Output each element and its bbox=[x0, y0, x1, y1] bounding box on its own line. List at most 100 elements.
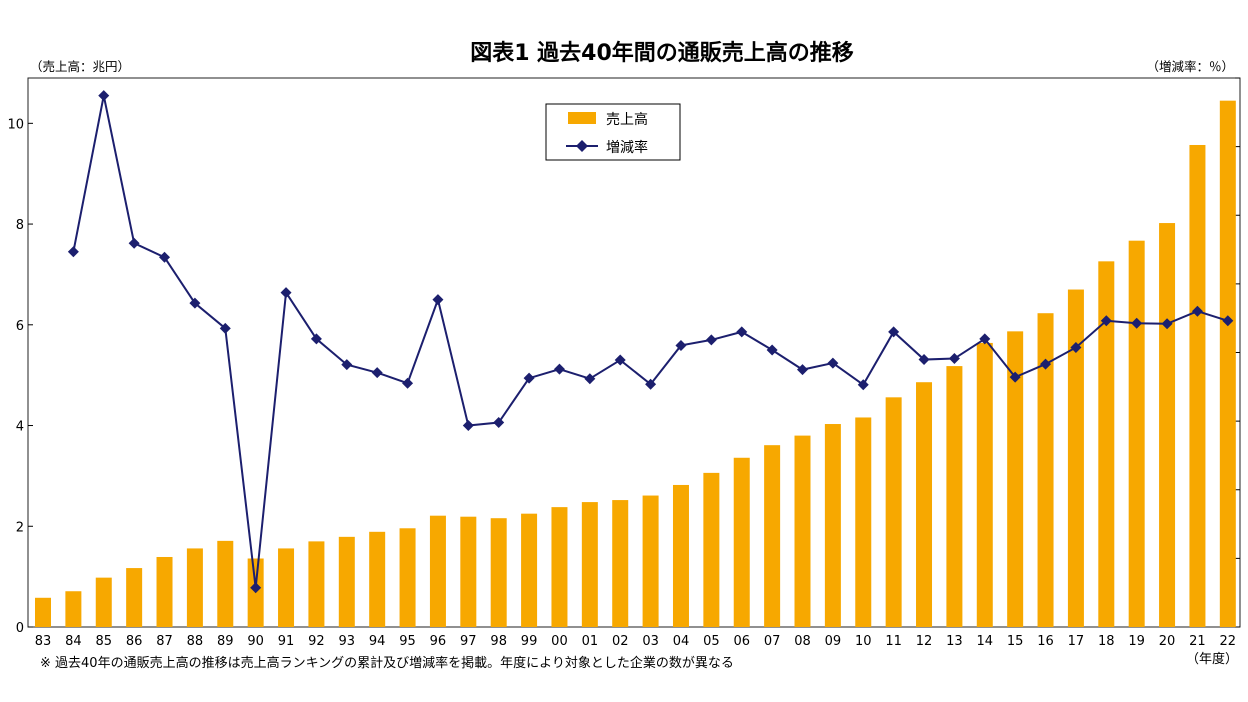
bar bbox=[490, 518, 507, 627]
left-axis-unit: （売上高：兆円） bbox=[30, 59, 130, 74]
x-axis-tick-label: 03 bbox=[642, 634, 659, 649]
growth-point bbox=[918, 354, 930, 366]
x-axis-tick-label: 07 bbox=[764, 634, 781, 649]
x-axis-tick-label: 88 bbox=[187, 634, 204, 649]
x-axis-tick-label: 04 bbox=[673, 634, 690, 649]
bar bbox=[126, 568, 143, 627]
growth-point bbox=[766, 344, 778, 356]
bar bbox=[1189, 144, 1206, 627]
line-series bbox=[67, 90, 1234, 594]
right-axis-unit: （増減率：％） bbox=[1146, 59, 1234, 74]
growth-point bbox=[675, 339, 687, 351]
bar bbox=[672, 484, 689, 627]
left-axis-tick-label: 0 bbox=[16, 621, 24, 636]
growth-point bbox=[67, 246, 79, 258]
x-axis-tick-label: 02 bbox=[612, 634, 629, 649]
bar bbox=[1098, 261, 1115, 627]
x-axis-tick-label: 21 bbox=[1189, 634, 1206, 649]
growth-point bbox=[645, 378, 657, 390]
growth-point bbox=[553, 363, 565, 375]
growth-point bbox=[1131, 317, 1143, 329]
x-axis-tick-label: 90 bbox=[247, 634, 264, 649]
left-axis-tick-label: 10 bbox=[7, 117, 24, 132]
growth-point bbox=[857, 379, 869, 391]
x-axis-tick-label: 96 bbox=[430, 634, 447, 649]
bar bbox=[1037, 313, 1054, 627]
bar bbox=[521, 513, 538, 627]
bar-series bbox=[35, 100, 1236, 628]
x-axis-tick-label: 86 bbox=[126, 634, 143, 649]
bar bbox=[217, 540, 234, 627]
x-axis-tick-label: 16 bbox=[1037, 634, 1054, 649]
x-axis-tick-label: 00 bbox=[551, 634, 568, 649]
growth-point bbox=[219, 322, 231, 334]
growth-point bbox=[432, 294, 444, 306]
growth-point bbox=[159, 251, 171, 263]
growth-point bbox=[250, 582, 262, 594]
growth-point bbox=[1009, 371, 1021, 383]
x-axis-tick-label: 08 bbox=[794, 634, 811, 649]
growth-point bbox=[128, 237, 140, 249]
growth-point bbox=[280, 287, 292, 299]
x-axis-tick-label: 12 bbox=[916, 634, 933, 649]
growth-point bbox=[888, 326, 900, 338]
growth-point bbox=[948, 353, 960, 365]
footnote: ※ 過去40年の通販売上高の推移は売上高ランキングの累計及び増減率を掲載。年度に… bbox=[40, 655, 734, 671]
bar bbox=[1219, 100, 1236, 627]
x-axis-tick-label: 22 bbox=[1220, 634, 1237, 649]
legend-label-growth: 増減率 bbox=[606, 139, 648, 156]
x-axis-tick-label: 05 bbox=[703, 634, 720, 649]
bar bbox=[581, 502, 598, 627]
x-axis-tick-label: 95 bbox=[399, 634, 416, 649]
right-axis bbox=[1235, 77, 1240, 628]
bar bbox=[642, 495, 659, 627]
growth-point bbox=[1161, 318, 1173, 330]
growth-point bbox=[979, 333, 991, 345]
bar bbox=[824, 424, 841, 627]
x-axis: 83 84 85 86 87 88 89 90 91 92 93 94 95 96 97 98 99 00 01 02… bbox=[35, 634, 1236, 649]
growth-point bbox=[584, 373, 596, 385]
bar bbox=[460, 516, 477, 627]
x-axis-tick-label: 01 bbox=[582, 634, 599, 649]
bar bbox=[946, 366, 963, 627]
x-axis-tick-label: 09 bbox=[825, 634, 842, 649]
bar bbox=[733, 457, 750, 627]
bar bbox=[65, 591, 82, 627]
x-axis-tick-label: 85 bbox=[95, 634, 112, 649]
bar bbox=[1159, 223, 1176, 627]
chart-title: 図表1 過去40年間の通販売上高の推移 bbox=[470, 40, 854, 66]
left-axis-tick-label: 6 bbox=[16, 319, 24, 334]
left-axis-tick-label: 2 bbox=[16, 520, 24, 535]
x-axis-tick-label: 84 bbox=[65, 634, 82, 649]
bar bbox=[764, 445, 781, 627]
growth-point bbox=[523, 372, 535, 384]
x-axis-tick-label: 94 bbox=[369, 634, 386, 649]
legend-diamond-marker bbox=[576, 140, 588, 152]
bar bbox=[1067, 289, 1084, 627]
left-axis-tick-label: 4 bbox=[16, 420, 24, 435]
bar bbox=[399, 528, 416, 627]
growth-point bbox=[371, 367, 383, 379]
growth-point bbox=[1222, 315, 1234, 327]
x-axis-tick-label: 13 bbox=[946, 634, 963, 649]
legend: 売上高 増減率 bbox=[545, 103, 681, 161]
bar bbox=[855, 417, 872, 627]
growth-point bbox=[614, 354, 626, 366]
growth-point bbox=[462, 420, 474, 432]
bar bbox=[369, 531, 386, 627]
x-axis-tick-label: 06 bbox=[733, 634, 750, 649]
x-axis-tick-label: 87 bbox=[156, 634, 173, 649]
growth-point bbox=[827, 357, 839, 369]
bar bbox=[35, 597, 51, 627]
x-axis-tick-label: 20 bbox=[1159, 634, 1176, 649]
x-axis-tick-label: 89 bbox=[217, 634, 234, 649]
left-axis: 0 2 4 6 8 10 bbox=[7, 117, 33, 636]
x-axis-tick-label: 99 bbox=[521, 634, 538, 649]
x-axis-tick-label: 19 bbox=[1128, 634, 1145, 649]
x-axis-tick-label: 83 bbox=[35, 634, 52, 649]
bar bbox=[612, 500, 629, 627]
bar bbox=[916, 382, 933, 627]
bar bbox=[1128, 240, 1145, 628]
x-axis-tick-label: 92 bbox=[308, 634, 325, 649]
